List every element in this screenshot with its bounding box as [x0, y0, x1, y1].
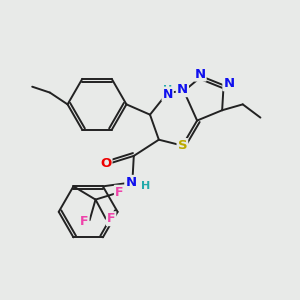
Text: N: N — [177, 83, 188, 96]
Text: N: N — [223, 77, 235, 90]
Text: O: O — [100, 157, 112, 170]
Text: F: F — [107, 212, 116, 225]
Text: N: N — [163, 88, 173, 100]
Text: H: H — [163, 85, 172, 94]
Text: H: H — [141, 181, 150, 191]
Text: F: F — [115, 186, 123, 199]
Text: N: N — [125, 176, 136, 189]
Text: F: F — [80, 215, 88, 228]
Text: N: N — [194, 68, 206, 80]
Text: S: S — [178, 139, 187, 152]
